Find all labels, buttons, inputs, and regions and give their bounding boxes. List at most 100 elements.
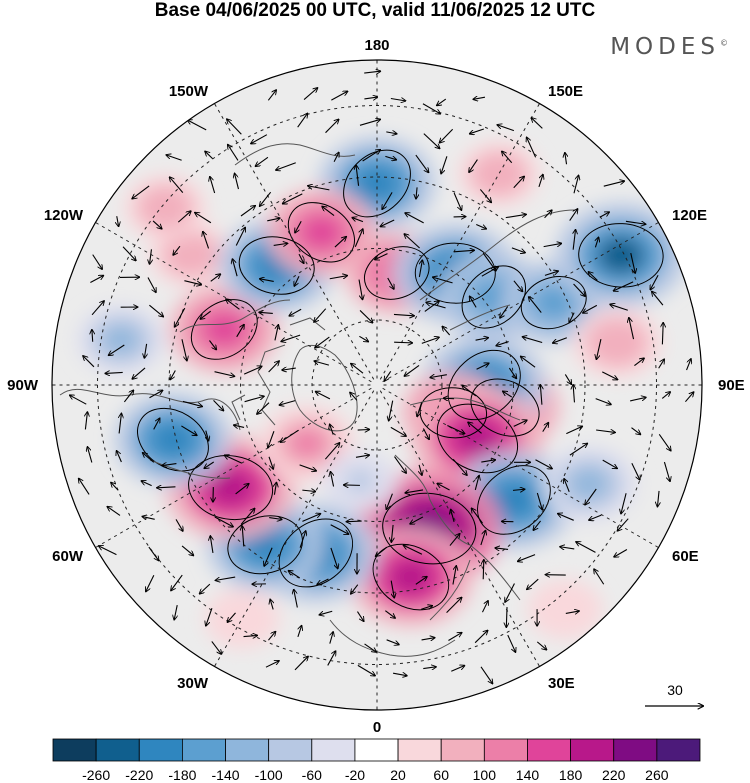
wind-vector [423, 667, 436, 669]
wind-vector [481, 601, 488, 613]
wind-vector [523, 337, 543, 344]
wind-vector [657, 490, 659, 506]
wind-vector [451, 666, 464, 672]
wind-vector [358, 279, 362, 300]
wind-vector [166, 155, 182, 161]
wind-vector [177, 211, 190, 223]
wind-vector [281, 334, 301, 341]
wind-vector [565, 153, 567, 165]
wind-vector [99, 546, 117, 556]
anomaly-contour [414, 242, 496, 304]
wind-vector [260, 191, 272, 206]
colorbar-swatch [527, 738, 572, 762]
wind-vector [107, 507, 121, 516]
wind-vector [385, 610, 395, 618]
colorbar-tick-label: 20 [390, 767, 406, 783]
wind-vector [175, 307, 186, 327]
wind-vector [473, 97, 486, 99]
wind-vector [625, 220, 645, 224]
wind-vector [354, 229, 362, 247]
wind-vector [513, 177, 524, 189]
wind-vector [405, 490, 424, 493]
wind-vector [469, 159, 478, 173]
wind-vector [576, 542, 596, 553]
wind-vectors [70, 71, 694, 683]
wind-vector [359, 310, 372, 322]
wind-vector [404, 234, 420, 249]
wind-vector [289, 308, 302, 316]
wind-vector [162, 464, 177, 466]
wind-vector [351, 364, 364, 374]
wind-vector [560, 547, 575, 549]
colorbar-tick-label: -100 [255, 767, 283, 783]
wind-vector [181, 545, 193, 555]
anomaly-contour [382, 492, 477, 565]
wind-vector [236, 325, 244, 338]
wind-vector [390, 426, 406, 436]
wind-vector [610, 304, 628, 311]
colorbar-tick-label: -140 [212, 767, 240, 783]
wind-vector [83, 356, 95, 368]
wind-vector [495, 548, 509, 550]
wind-vector [182, 400, 202, 406]
wind-vector [203, 232, 210, 249]
anomaly-peak [104, 326, 138, 353]
wind-vector [662, 323, 663, 345]
wind-vector [621, 493, 627, 513]
wind-vector [391, 524, 393, 542]
wind-vector [143, 453, 155, 463]
colorbar-swatch [95, 738, 140, 762]
wind-vector [364, 71, 380, 73]
wind-vector [470, 296, 477, 308]
europe-coast [329, 454, 521, 657]
wind-vector [210, 177, 216, 194]
label-lon-30w: 30W [177, 675, 209, 692]
wind-vector [153, 418, 160, 430]
wind-vector [122, 246, 136, 261]
wind-vector [387, 277, 394, 289]
wind-vector [85, 412, 87, 430]
anomaly-contour [190, 299, 258, 360]
map-title: Base 04/06/2025 00 UTC, valid 11/06/2025… [154, 0, 596, 21]
wind-vector [295, 221, 302, 232]
anomaly-contour [287, 202, 355, 263]
colorbar-swatch [613, 738, 658, 762]
wind-vector [79, 479, 90, 495]
wind-vector [475, 338, 488, 340]
wind-vector [188, 120, 207, 131]
label-lon-90w: 90W [7, 377, 39, 394]
anomaly-peak [301, 216, 342, 249]
wind-vector [419, 260, 422, 278]
wind-vector [423, 133, 440, 149]
wind-vector [394, 456, 406, 473]
label-lon-120w: 120W [44, 207, 84, 224]
wind-vector [422, 428, 429, 440]
wind-vector [242, 526, 244, 547]
wind-vector [595, 398, 611, 405]
wind-vector [184, 280, 201, 285]
wind-vector [357, 429, 369, 430]
wind-vector [294, 276, 300, 286]
wind-vector [330, 524, 349, 534]
wind-vector [364, 97, 377, 99]
anomaly-contour [477, 465, 551, 535]
anomaly-contour [578, 223, 664, 288]
wind-vector [382, 192, 393, 209]
wind-vector [211, 641, 221, 654]
wind-vector [256, 156, 269, 166]
wind-vector [91, 301, 104, 316]
anomaly-contour [238, 236, 315, 295]
wind-vector [267, 218, 279, 221]
wind-vector [319, 610, 333, 615]
wind-vector [352, 218, 364, 223]
wind-vector [355, 455, 369, 457]
wind-vector [316, 392, 331, 400]
wind-vector [331, 472, 334, 487]
wind-vector [476, 223, 486, 228]
wind-vector [92, 254, 102, 269]
wind-vector [209, 340, 216, 350]
wind-vector [686, 359, 691, 371]
wind-vector [596, 338, 602, 359]
wind-vector [265, 661, 279, 668]
wind-vector [267, 90, 276, 101]
